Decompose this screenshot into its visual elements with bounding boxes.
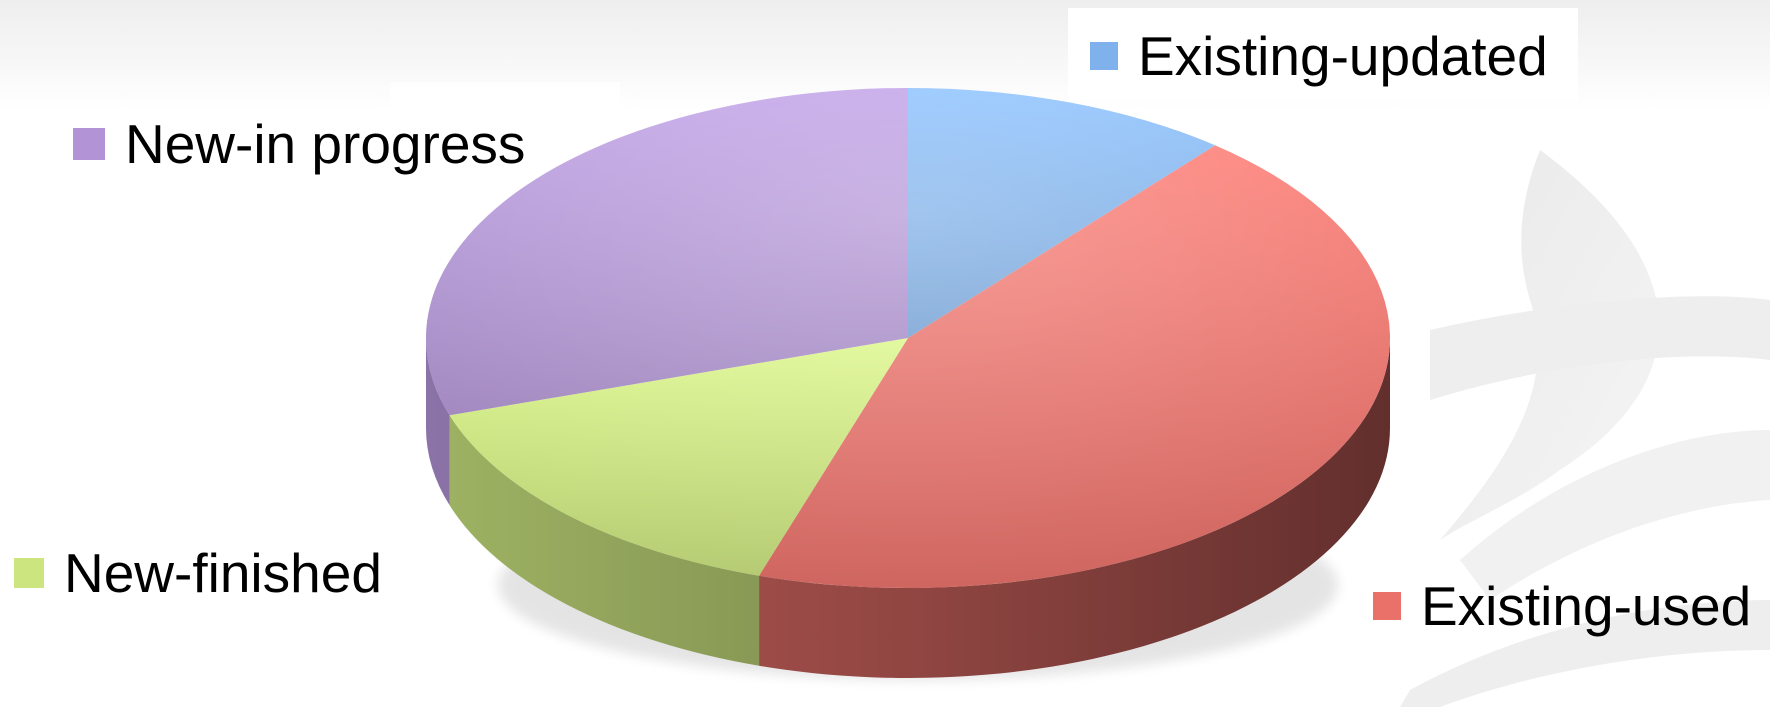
background-swooshes [1400,150,1770,707]
pie-top [426,88,1391,588]
background-swoosh [1400,600,1770,707]
background-swoosh [1460,430,1770,600]
legend-swatch-new-finished [14,558,44,588]
legend-swatch-existing-used [1373,592,1401,620]
legend-swatch-existing-updated [1090,42,1118,70]
legend-label-existing-used: Existing-used [1421,575,1751,637]
legend-label-existing-updated: Existing-updated [1138,25,1548,87]
legend-label-new-finished: New-finished [64,542,382,604]
legend-item-new-in-progress: New-in progress [73,113,525,175]
pie-slice-side-existing-used [759,338,1390,678]
legend-item-existing-updated: Existing-updated [1090,25,1548,87]
legend-item-existing-used: Existing-used [1373,575,1751,637]
legend-item-new-finished: New-finished [14,542,382,604]
legend-label-new-in-progress: New-in progress [125,113,525,175]
legend: Existing-updated Existing-used New-finishe… [14,25,1751,637]
background-swoosh [1430,296,1770,400]
legend-swatch-new-in-progress [73,128,105,160]
legend-backdrop [1068,8,1578,100]
